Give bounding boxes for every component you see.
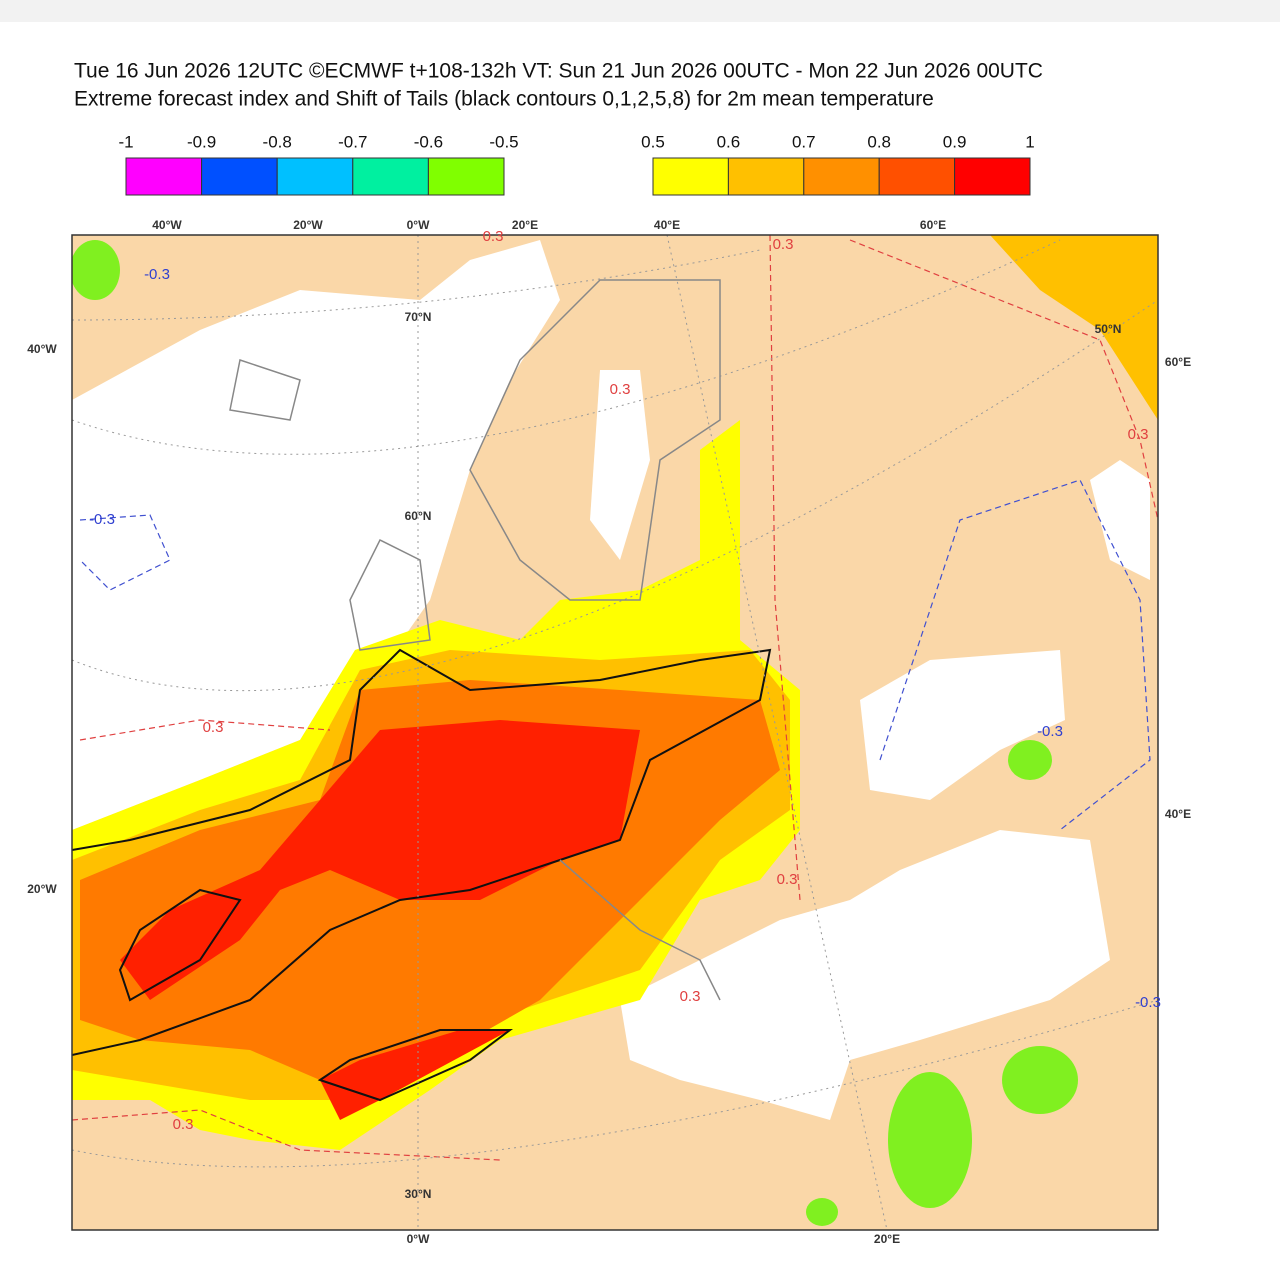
caspian-sea <box>1090 460 1150 580</box>
legend-tick-label: -0.5 <box>489 132 518 151</box>
graticule-label: 70°N <box>405 310 432 324</box>
legend-swatch <box>954 157 1031 196</box>
contour-label: 0.3 <box>483 228 504 245</box>
efi-area <box>1008 740 1052 780</box>
map-frame <box>71 234 1159 1231</box>
contour-label: -0.3 <box>89 511 115 528</box>
contour <box>79 719 331 741</box>
graticule-label: 20°W <box>293 218 323 232</box>
negative-0.3-contours <box>79 479 1151 831</box>
efi-area <box>990 235 1158 420</box>
contour <box>769 235 801 901</box>
efi-area <box>72 240 120 300</box>
efi-area <box>1002 1046 1078 1114</box>
legend-tick-label: 1 <box>1025 132 1034 151</box>
efi-area <box>806 1198 838 1226</box>
map-labels: 40°W 20°W 0°W 20°E 40°E 60°E 40°W 20°W 60°E 40°E 0… <box>27 218 1191 1246</box>
header-line-1: Tue 16 Jun 2026 12UTC ©ECMWF t+108-132h … <box>74 60 1043 83</box>
graticule-label: 40°W <box>152 218 182 232</box>
graticule-label: 60°E <box>1165 355 1191 369</box>
legend-tick-label: -0.8 <box>263 132 292 151</box>
legend-swatch <box>878 157 956 196</box>
contour-label: 0.3 <box>173 1116 194 1133</box>
graticule-label: 40°E <box>654 218 680 232</box>
graticule-line <box>72 239 1061 455</box>
contour-label: 0.3 <box>610 381 631 398</box>
legend-swatch <box>276 157 354 196</box>
legend: -1 -0.9 -0.8 -0.7 -0.6 -0.5 0.5 0.6 0.7 0.8 0.9 1 <box>118 132 1035 196</box>
map <box>72 235 1158 1230</box>
positive-0.3-contours <box>72 235 1158 1161</box>
coast <box>469 279 721 601</box>
efi-area <box>320 1030 510 1120</box>
legend-swatch <box>352 157 429 196</box>
graticule-label: 40°E <box>1165 807 1191 821</box>
efi-area <box>120 720 640 1000</box>
graticule-label: 20°E <box>512 218 538 232</box>
graticule-label: 60°E <box>920 218 946 232</box>
atlantic-sea <box>72 240 560 830</box>
legend-swatch <box>652 157 729 196</box>
black-sea <box>860 650 1065 800</box>
legend-tick-label: -0.6 <box>414 132 443 151</box>
graticule-label: 40°W <box>27 342 57 356</box>
legend-swatch <box>427 157 505 196</box>
contour-label: -0.3 <box>1135 994 1161 1011</box>
legend-tick-label: -1 <box>118 132 133 151</box>
graticule-label: 20°W <box>27 882 57 896</box>
contour <box>849 239 1158 521</box>
graticule-label: 50°N <box>1095 322 1122 336</box>
graticule-line <box>72 299 1158 692</box>
graticule-label: 60°N <box>405 509 432 523</box>
legend-tick-label: 0.5 <box>641 132 665 151</box>
graticule <box>72 235 1158 1230</box>
legend-tick-label: 0.9 <box>943 132 967 151</box>
contour-label: 0.3 <box>203 719 224 736</box>
coast <box>349 538 431 651</box>
coast <box>229 359 301 421</box>
contour <box>879 479 1151 831</box>
contour <box>79 514 171 591</box>
graticule-line <box>72 999 1158 1168</box>
top-band <box>0 0 1280 22</box>
legend-tick-label: 0.6 <box>717 132 741 151</box>
graticule-label: 0°W <box>407 1232 430 1246</box>
legend-swatch <box>803 157 880 196</box>
legend-swatch <box>201 157 278 196</box>
header-line-2: Extreme forecast index and Shift of Tail… <box>74 88 934 111</box>
contour <box>317 1029 513 1102</box>
efi-area <box>888 1072 972 1208</box>
coast <box>559 859 721 1001</box>
graticule-label: 0°W <box>407 218 430 232</box>
contour <box>72 1109 501 1161</box>
legend-swatch <box>727 157 805 196</box>
legend-swatch <box>125 157 203 196</box>
sot-contours <box>72 648 772 1102</box>
contour-label: 0.3 <box>680 988 701 1005</box>
contour-label: 0.3 <box>773 236 794 253</box>
contour-label: -0.3 <box>144 266 170 283</box>
mediterranean-sea <box>620 830 1110 1120</box>
contour <box>118 888 242 1002</box>
contour <box>72 648 772 1056</box>
contour-label: -0.3 <box>1037 723 1063 740</box>
contour-label: 0.3 <box>777 871 798 888</box>
baltic-sea <box>590 370 650 560</box>
graticule-line <box>666 235 888 1230</box>
legend-tick-label: -0.7 <box>338 132 367 151</box>
legend-tick-label: 0.7 <box>792 132 816 151</box>
green-areas <box>72 240 1078 1226</box>
graticule-label: 30°N <box>405 1187 432 1201</box>
graticule-label: 20°E <box>874 1232 900 1246</box>
legend-tick-label: 0.8 <box>867 132 891 151</box>
coastlines <box>229 279 721 1001</box>
contour-label: 0.3 <box>1128 426 1149 443</box>
legend-tick-label: -0.9 <box>187 132 216 151</box>
